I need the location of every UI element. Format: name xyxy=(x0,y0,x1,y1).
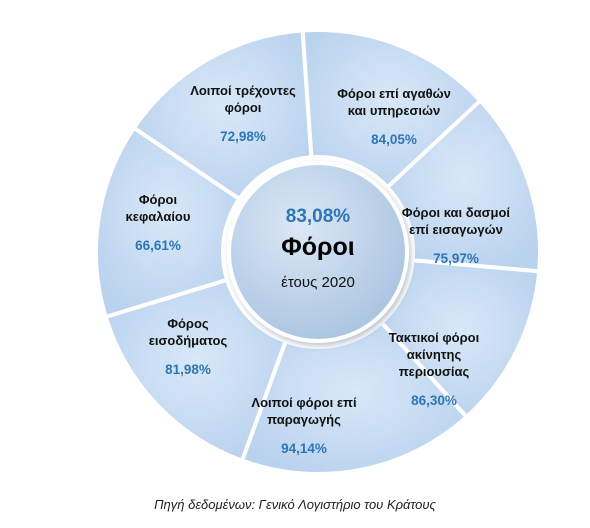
segment-label: Τακτικοί φόροι ακίνητης περιουσίας 86,30% xyxy=(389,330,480,408)
segment-name-line: επί εισαγωγών xyxy=(409,222,503,237)
segment-wedges xyxy=(94,28,542,476)
segment-name-line: παραγωγής xyxy=(267,412,341,427)
segment-percent: 72,98% xyxy=(220,129,266,144)
segment-wedge xyxy=(300,28,484,191)
segment-name-line: περιουσίας xyxy=(399,364,470,379)
segment-name-line: Φόροι επί αγαθών xyxy=(337,86,451,101)
center-subtitle: έτους 2020 xyxy=(281,274,355,291)
segment-name-line: κεφαλαίου xyxy=(126,209,191,224)
segment-label: Λοιποί τρέχοντες φόροι 72,98% xyxy=(190,83,296,144)
segment-wedge xyxy=(378,258,542,420)
segment-label: Φόροι και δασμοί επί εισαγωγών 75,97% xyxy=(402,205,511,266)
center-percent: 83,08% xyxy=(286,206,351,227)
segment-name-line: φόροι xyxy=(225,100,262,115)
center-circle xyxy=(227,161,409,343)
segment-percent: 81,98% xyxy=(165,362,211,377)
segment-name-line: και υπηρεσιών xyxy=(348,103,440,118)
segment-wedge xyxy=(239,319,470,476)
segment-name-line: ακίνητης xyxy=(407,347,462,362)
segment-percent: 94,14% xyxy=(281,441,327,456)
segment-labels: Λοιποί τρέχοντες φόροι 72,98% Φόροι επί αγα… xyxy=(126,83,511,456)
segment-wedge xyxy=(384,97,542,274)
segment-label: Φόροι επί αγαθών και υπηρεσιών 84,05% xyxy=(337,86,451,147)
center-title: Φόροι xyxy=(281,233,355,261)
segment-percent: 84,05% xyxy=(371,132,417,147)
segment-name-line: Λοιποί τρέχοντες xyxy=(190,83,296,98)
segment-percent: 86,30% xyxy=(411,393,457,408)
center-hub: 83,08% Φόροι έτους 2020 xyxy=(227,161,409,343)
segment-name-line: Φόρος xyxy=(167,316,209,331)
segment-percent: 66,61% xyxy=(135,238,181,253)
segment-name-line: Λοιποί φόροι επί xyxy=(251,395,357,410)
segment-name-line: εισοδήματος xyxy=(149,333,228,348)
segment-label: Φόροι κεφαλαίου 66,61% xyxy=(126,192,191,253)
segment-label: Φόρος εισοδήματος 81,98% xyxy=(149,316,228,377)
segment-name-line: Φόροι xyxy=(139,192,178,207)
segment-wedge xyxy=(131,28,314,202)
segment-name-line: Φόροι και δασμοί xyxy=(402,205,511,220)
segment-wedge xyxy=(103,277,289,464)
segment-label: Λοιποί φόροι επί παραγωγής 94,14% xyxy=(251,395,357,456)
segment-name-line: Τακτικοί φόροι xyxy=(389,330,480,345)
segment-percent: 75,97% xyxy=(433,251,479,266)
source-caption: Πηγή δεδομένων: Γενικό Λογιστήριο του Κρ… xyxy=(154,497,436,512)
